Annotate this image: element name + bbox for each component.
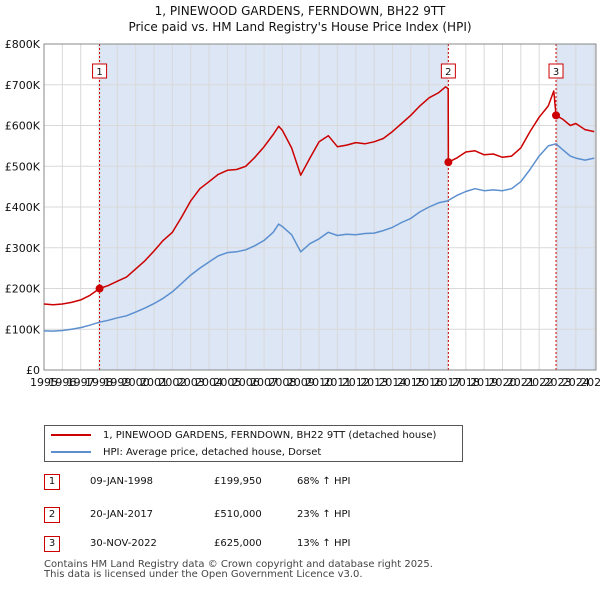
x-tick-label: 2012 <box>342 376 370 389</box>
table-row: 3 30-NOV-2022 £625,000 13% ↑ HPI <box>44 536 444 552</box>
x-tick-label: 2002 <box>158 376 186 389</box>
legend-item-property: 1, PINEWOOD GARDENS, FERNDOWN, BH22 9TT … <box>51 427 436 443</box>
sale-marker-box <box>440 63 456 79</box>
x-tick-label: 2010 <box>305 376 333 389</box>
x-tick-label: 1999 <box>103 376 131 389</box>
sale-hpi-change: 13% ↑ HPI <box>297 538 351 549</box>
x-tick-label: 1998 <box>85 376 113 389</box>
y-tick-label: £800K <box>5 38 41 51</box>
legend-swatch-property <box>51 434 91 436</box>
x-tick-label: 2021 <box>507 376 535 389</box>
hpi-line <box>43 143 595 332</box>
sale-date: 30-NOV-2022 <box>90 538 157 549</box>
sale-marker-label: 3 <box>553 67 559 78</box>
sale-marker-box <box>548 63 564 79</box>
sale-price: £510,000 <box>214 509 262 520</box>
legend-label-hpi: HPI: Average price, detached house, Dors… <box>103 446 322 458</box>
legend-item-hpi: HPI: Average price, detached house, Dors… <box>51 444 321 460</box>
x-tick-label: 2006 <box>232 376 260 389</box>
table-row: 2 20-JAN-2017 £510,000 23% ↑ HPI <box>44 507 444 523</box>
sale-point <box>95 284 104 293</box>
sale-date: 20-JAN-2017 <box>90 509 154 520</box>
x-tick-label: 2017 <box>433 376 461 389</box>
y-tick-label: £400K <box>5 201 41 214</box>
footer: Contains HM Land Registry data © Crown c… <box>44 560 433 580</box>
price-chart: £0 £100K £200K £300K £400K £500K £600K £700K £80… <box>5 38 600 389</box>
sale-marker-label: 1 <box>96 67 102 78</box>
x-tick-label: 2016 <box>415 376 443 389</box>
x-tick-label: 1997 <box>67 376 95 389</box>
sale-price: £199,950 <box>214 476 262 487</box>
property-price-line <box>43 86 595 306</box>
x-tick-label: 2007 <box>250 376 278 389</box>
y-tick-label: £700K <box>5 79 41 92</box>
sale-marker-box <box>92 63 108 79</box>
x-tick-label: 2009 <box>287 376 315 389</box>
x-tick-label: 2025 <box>580 376 600 389</box>
x-tick-label: 2011 <box>323 376 351 389</box>
table-row: 1 09-JAN-1998 £199,950 68% ↑ HPI <box>44 474 444 490</box>
x-tick-label: 2018 <box>452 376 480 389</box>
chart-legend: 1, PINEWOOD GARDENS, FERNDOWN, BH22 9TT … <box>44 425 463 462</box>
x-tick-label: 2001 <box>140 376 168 389</box>
chart-subtitle: Price paid vs. HM Land Registry's House … <box>128 20 472 34</box>
x-tick-label: 2013 <box>360 376 388 389</box>
x-tick-label: 1996 <box>48 376 76 389</box>
sale-hpi-change: 68% ↑ HPI <box>297 476 351 487</box>
y-tick-label: £600K <box>5 120 41 133</box>
y-tick-label: £100K <box>5 323 41 336</box>
x-tick-label: 2024 <box>562 376 590 389</box>
x-tick-label: 2020 <box>488 376 516 389</box>
sale-point <box>444 158 453 167</box>
footer-copyright: Contains HM Land Registry data © Crown c… <box>44 559 433 570</box>
footer-license: This data is licensed under the Open Gov… <box>44 569 363 580</box>
chart-title: 1, PINEWOOD GARDENS, FERNDOWN, BH22 9TT <box>154 4 446 18</box>
legend-swatch-hpi <box>51 451 91 453</box>
x-tick-label: 2008 <box>268 376 296 389</box>
x-tick-label: 2015 <box>397 376 425 389</box>
x-tick-label: 2014 <box>378 376 406 389</box>
x-tick-label: 2019 <box>470 376 498 389</box>
x-tick-label: 1995 <box>30 376 58 389</box>
x-tick-label: 2000 <box>122 376 150 389</box>
sale-hpi-change: 23% ↑ HPI <box>297 509 351 520</box>
x-tick-label: 2022 <box>525 376 553 389</box>
x-tick-label: 2003 <box>177 376 205 389</box>
y-tick-label: £300K <box>5 242 41 255</box>
sale-point <box>552 111 561 120</box>
x-tick-label: 2004 <box>195 376 223 389</box>
y-tick-label: £500K <box>5 160 41 173</box>
legend-label-property: 1, PINEWOOD GARDENS, FERNDOWN, BH22 9TT … <box>103 429 437 441</box>
sale-number-badge: 3 <box>44 536 60 552</box>
sale-date: 09-JAN-1998 <box>90 476 154 487</box>
y-tick-label: £200K <box>5 283 41 296</box>
x-tick-label: 2005 <box>213 376 241 389</box>
x-tick-label: 2023 <box>543 376 571 389</box>
y-tick-label: £0 <box>26 364 40 377</box>
sale-number-badge: 2 <box>44 507 60 523</box>
sale-marker-label: 2 <box>445 67 451 78</box>
plot-frame <box>43 43 597 371</box>
sale-price: £625,000 <box>214 538 262 549</box>
sale-number-badge: 1 <box>44 474 60 490</box>
